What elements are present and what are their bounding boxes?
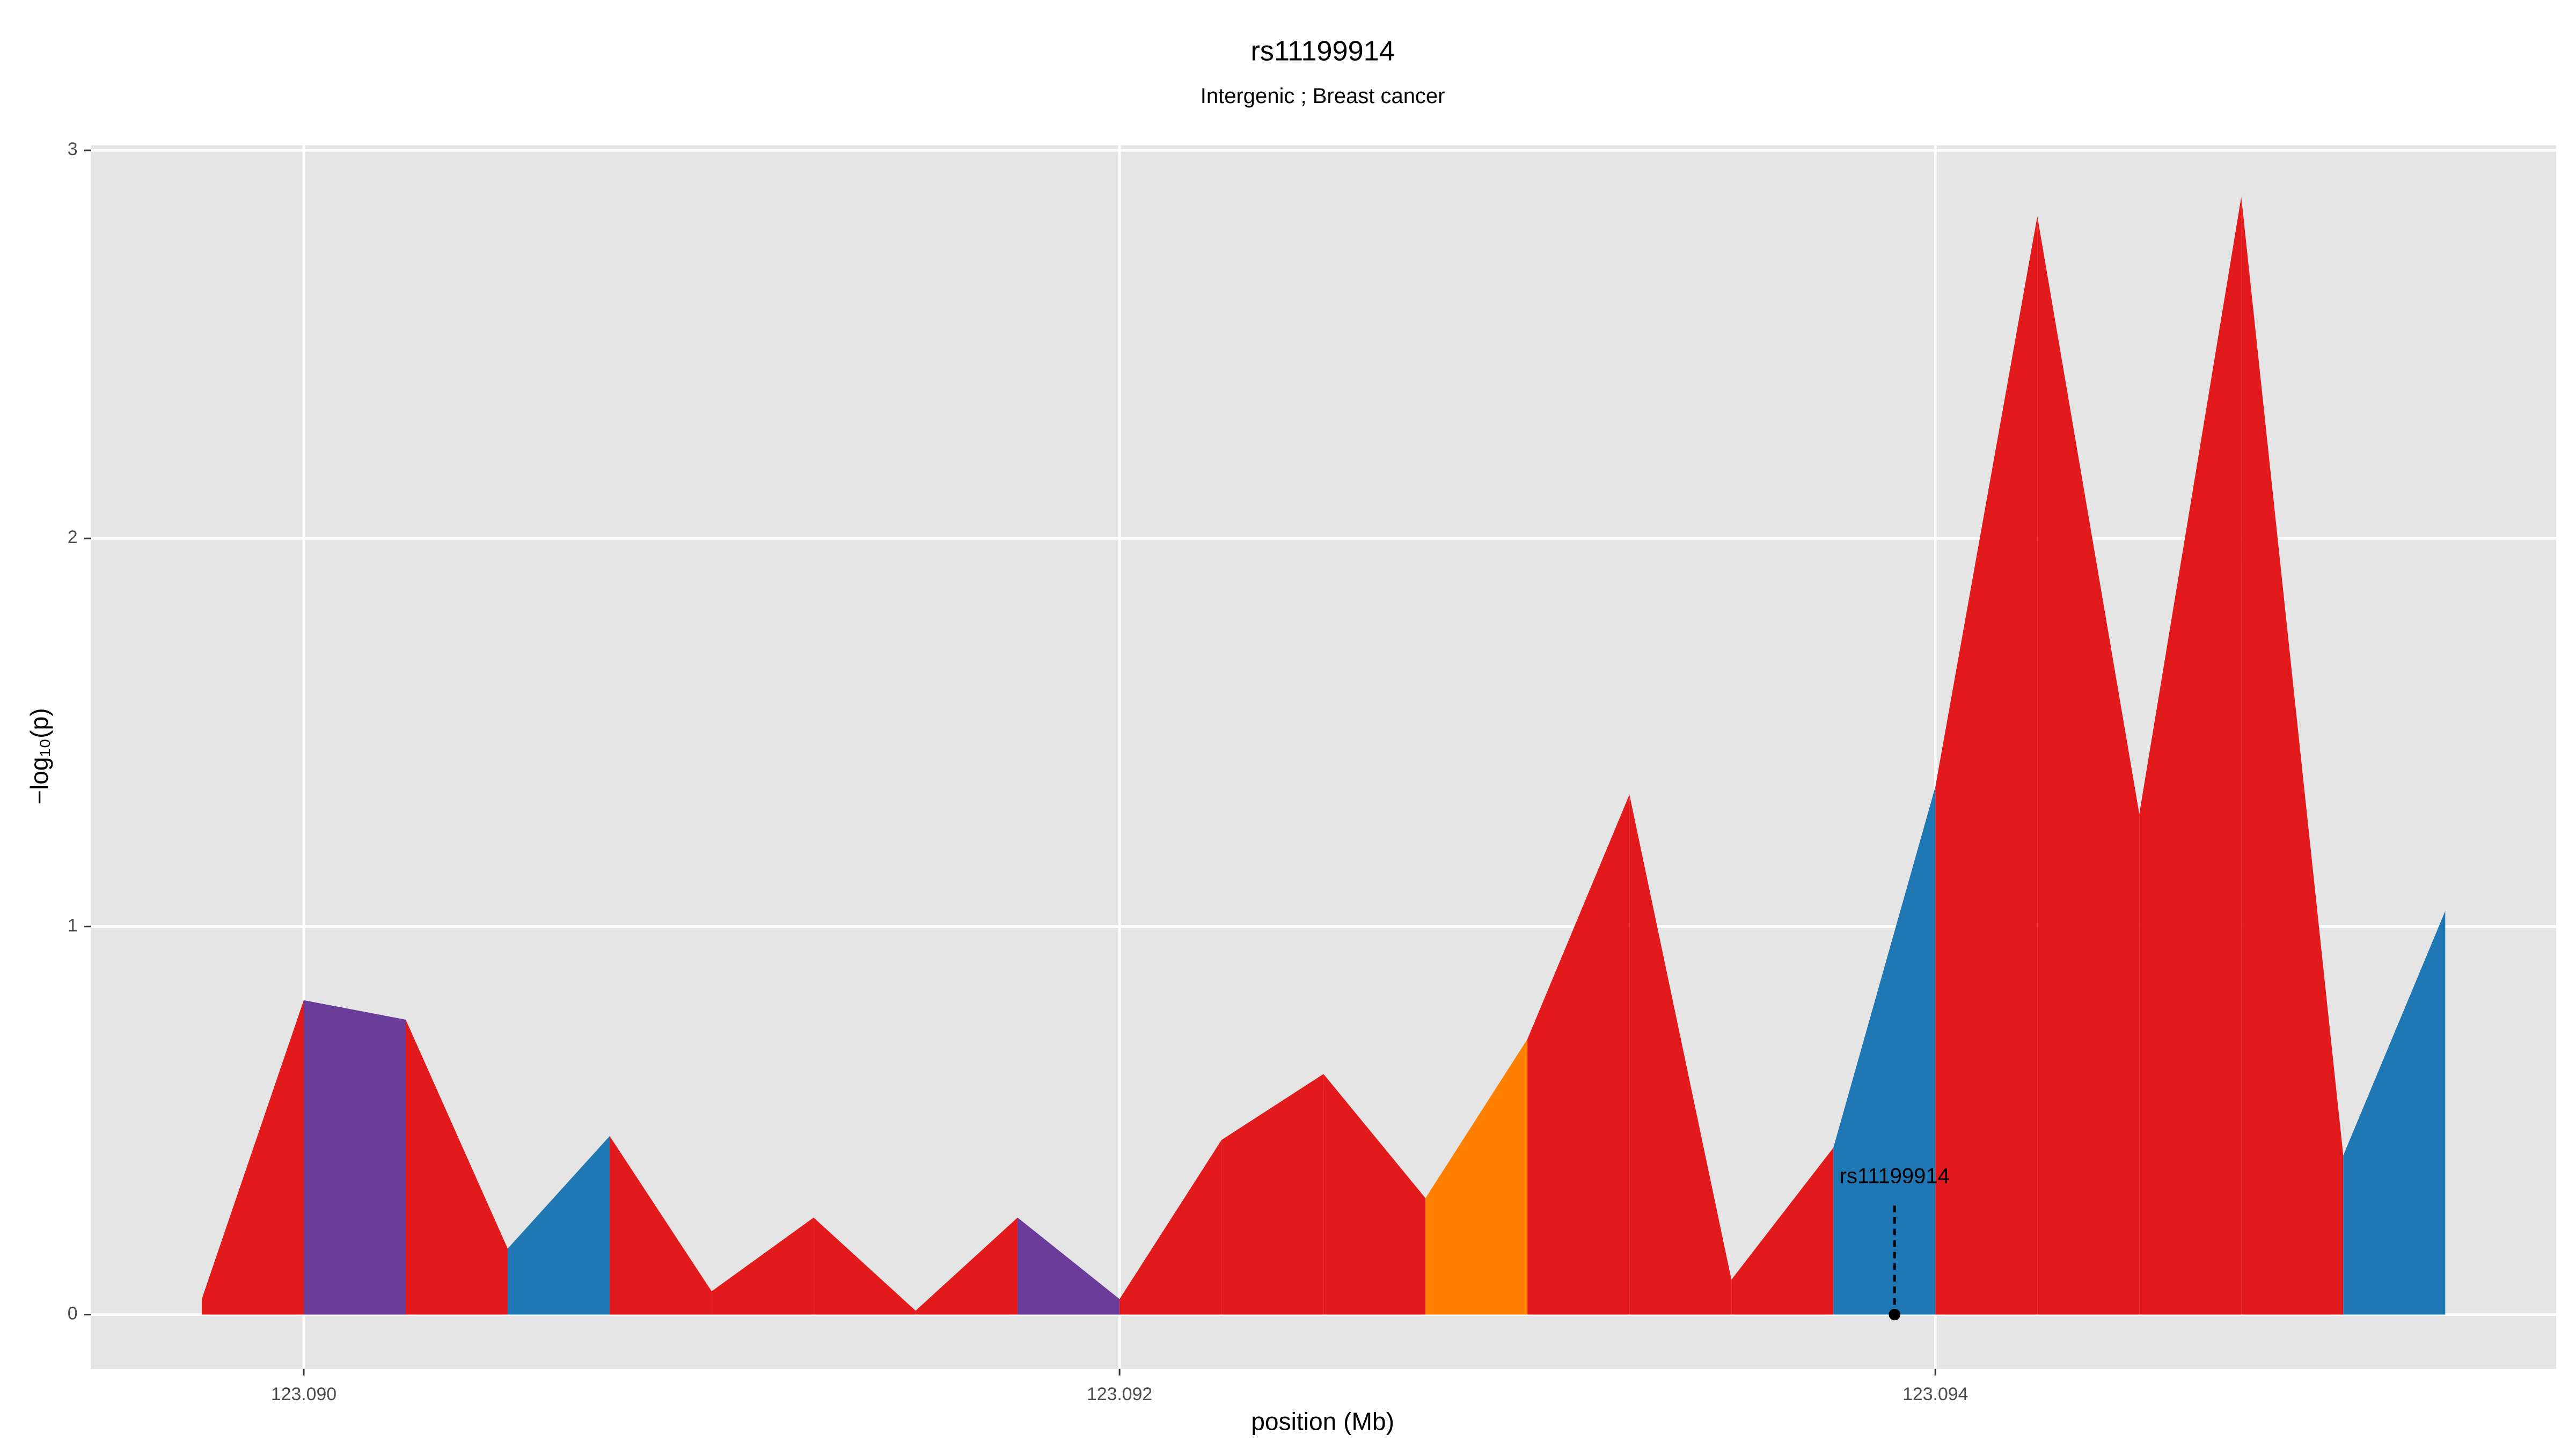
area-segment (1935, 216, 2038, 1315)
annotation-label: rs11199914 (1840, 1165, 1950, 1188)
y-tick-label: 2 (68, 527, 78, 547)
y-tick-label: 3 (68, 139, 78, 159)
x-axis-label: position (Mb) (1251, 1407, 1394, 1435)
area-segment (1731, 1147, 1834, 1315)
area-segment (1833, 787, 1936, 1315)
chart-subtitle: Intergenic ; Breast cancer (1201, 84, 1445, 108)
area-segment (2343, 911, 2446, 1315)
area-segment (2139, 196, 2242, 1315)
area-segment (508, 1136, 610, 1315)
chart-title: rs11199914 (1250, 35, 1394, 67)
area-segment (2037, 216, 2140, 1315)
x-tick-label: 123.092 (1087, 1384, 1152, 1404)
area-segment (406, 1019, 508, 1315)
area-segment (1323, 1074, 1426, 1315)
area-segment (610, 1136, 712, 1315)
annotation-point (1889, 1308, 1901, 1321)
area-segment (814, 1217, 916, 1315)
y-tick-label: 0 (68, 1303, 78, 1323)
area-segment (916, 1217, 1018, 1315)
x-tick-label: 123.090 (271, 1384, 336, 1404)
area-segment (1425, 1039, 1528, 1315)
area-segment (1119, 1140, 1222, 1315)
x-tick-label: 123.094 (1902, 1384, 1968, 1404)
area-segment (2241, 196, 2344, 1315)
area-segment (1629, 794, 1732, 1315)
area-segment (1527, 794, 1630, 1315)
area-segment (201, 1000, 304, 1315)
y-tick-label: 1 (68, 915, 78, 935)
y-axis-label: −log₁₀(p) (25, 708, 53, 804)
area-segment (712, 1217, 814, 1315)
area-segment (1018, 1217, 1120, 1315)
area-segment (303, 1000, 406, 1315)
area-segment (1221, 1074, 1324, 1315)
